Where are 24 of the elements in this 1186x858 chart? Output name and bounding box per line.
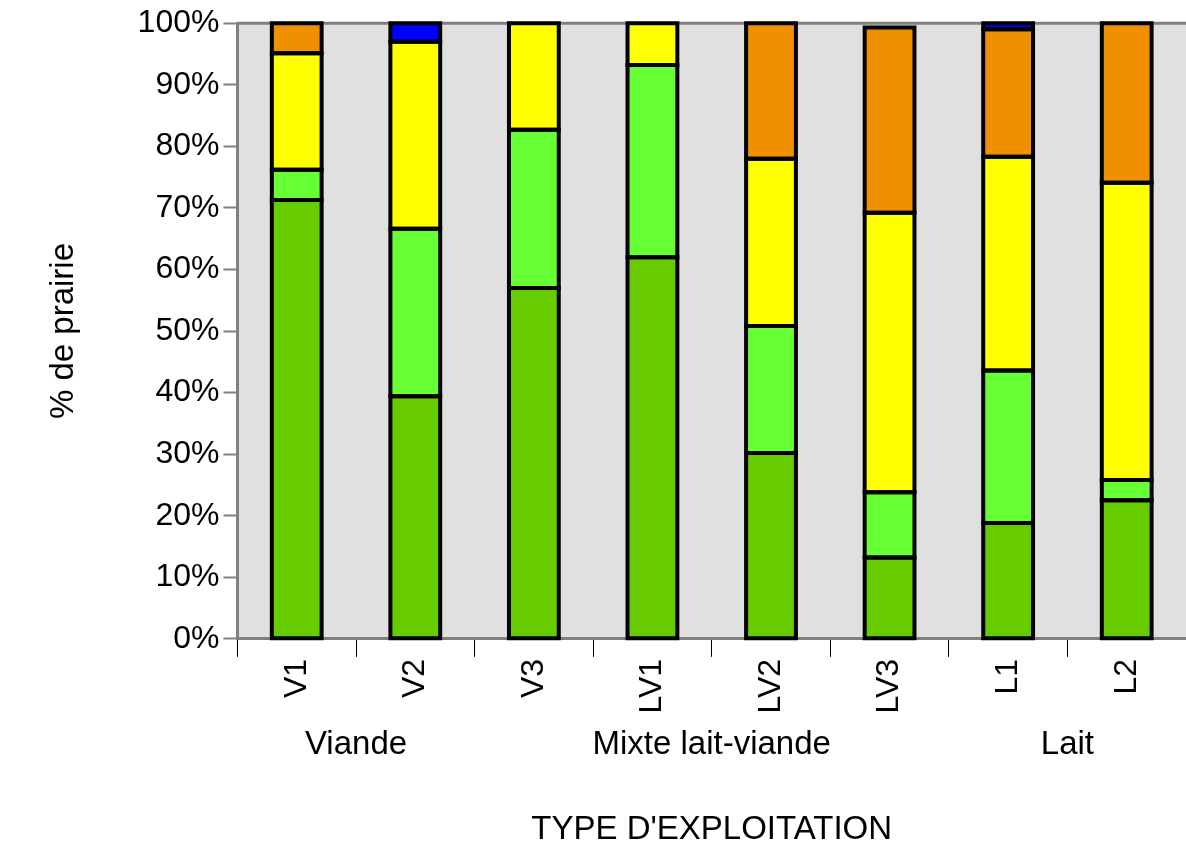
x-tick-label: L1 xyxy=(987,658,1024,695)
y-tick-label: 30% xyxy=(155,433,220,470)
y-axis-title: % de prairie xyxy=(42,242,80,420)
y-tick-label: 100% xyxy=(137,3,220,40)
x-tick-label: V2 xyxy=(395,658,432,698)
x-tick-label: V1 xyxy=(276,658,313,698)
y-tick-label: 90% xyxy=(155,64,220,101)
x-tick-label: LV3 xyxy=(869,658,906,714)
x-tick-label: L2 xyxy=(1106,658,1143,695)
x-tick-label: LV2 xyxy=(750,658,787,714)
text: Viande xyxy=(304,724,408,762)
x-tick-label: V3 xyxy=(513,658,550,698)
x-tick-label: LV1 xyxy=(632,658,669,714)
y-tick-label: 50% xyxy=(155,310,220,347)
y-tick-label: 70% xyxy=(155,187,220,224)
text: Mixte lait-viande xyxy=(592,724,831,762)
y-tick-label: 80% xyxy=(155,126,220,163)
y-tick-label: 0% xyxy=(173,618,220,655)
x-axis-title: TYPE D'EXPLOITATION xyxy=(531,809,893,847)
y-tick-label: 10% xyxy=(155,557,220,594)
y-tick-label: 60% xyxy=(155,249,220,286)
y-tick-label: 40% xyxy=(155,372,220,409)
text: Lait xyxy=(1040,724,1095,762)
y-tick-label: 20% xyxy=(155,495,220,532)
